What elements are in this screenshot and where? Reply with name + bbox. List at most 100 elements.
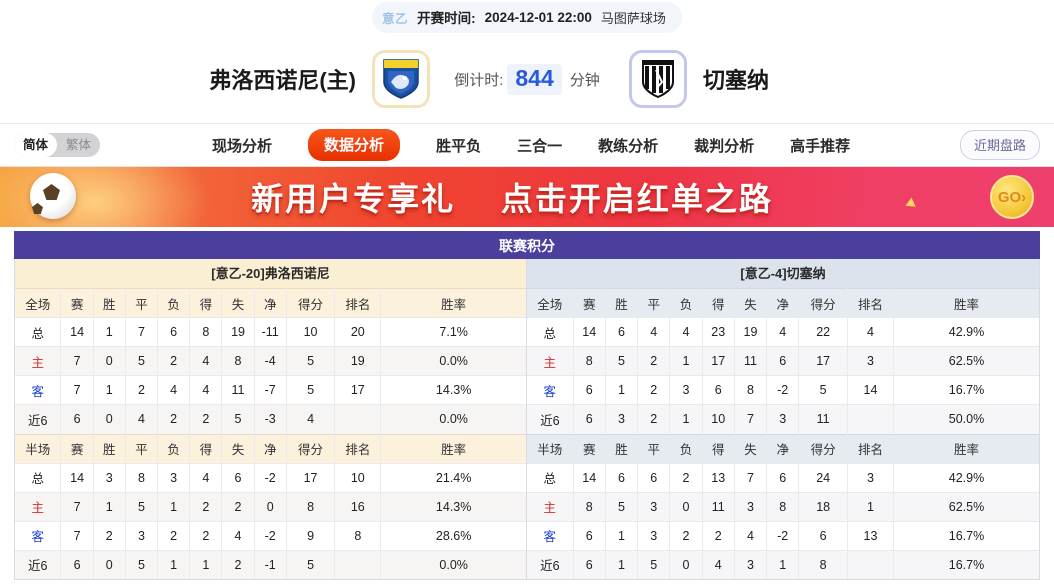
cell-ga: 2 bbox=[221, 491, 255, 521]
cell-winrate: 16.7% bbox=[893, 375, 1039, 405]
home-team-block[interactable]: 弗洛西诺尼(主) bbox=[30, 50, 450, 108]
cell-played: 6 bbox=[573, 404, 606, 434]
cell-ga: 8 bbox=[221, 346, 255, 376]
home-fulltime-table: 全场 赛 胜 平 负 得 失 净 得分 排名 胜率 总 bbox=[15, 288, 526, 434]
col-gf: 得 bbox=[189, 433, 223, 463]
row-label: 客 bbox=[15, 520, 62, 550]
chevron-right-icon: › bbox=[1021, 188, 1027, 206]
cell-draw: 6 bbox=[637, 462, 671, 492]
cell-played: 14 bbox=[60, 317, 94, 347]
cell-winrate: 62.5% bbox=[893, 346, 1039, 376]
cell-gd: 4 bbox=[766, 317, 800, 347]
cell-ga: 19 bbox=[734, 317, 768, 347]
away-team-name: 切塞纳 bbox=[703, 68, 770, 93]
cell-gf: 2 bbox=[189, 520, 223, 550]
cell-draw: 7 bbox=[125, 317, 159, 347]
cell-gd: 8 bbox=[766, 491, 800, 521]
cell-draw: 4 bbox=[125, 404, 159, 434]
col-loss: 负 bbox=[669, 433, 703, 463]
row-label: 主 bbox=[527, 346, 574, 376]
cell-win: 1 bbox=[93, 491, 126, 521]
cell-ga: 11 bbox=[221, 375, 255, 405]
cell-played: 6 bbox=[60, 404, 94, 434]
cell-loss: 2 bbox=[669, 520, 703, 550]
tab-expert-picks[interactable]: 高手推荐 bbox=[790, 137, 851, 155]
cell-ga: 3 bbox=[734, 549, 768, 579]
recent-odds-button[interactable]: 近期盘路 bbox=[959, 130, 1040, 160]
cell-rank: 10 bbox=[334, 462, 382, 492]
promo-go-button[interactable]: GO › bbox=[990, 175, 1034, 219]
table-row: 主 8 5 3 0 11 3 8 18 1 62.5% bbox=[527, 491, 1039, 521]
cell-points: 8 bbox=[286, 491, 336, 521]
cell-win: 2 bbox=[93, 520, 126, 550]
cell-gf: 17 bbox=[702, 346, 735, 376]
away-team-block[interactable]: 切塞纳 bbox=[604, 50, 1024, 108]
tab-data-analysis[interactable]: 数据分析 bbox=[308, 129, 401, 161]
cell-rank: 17 bbox=[334, 375, 382, 405]
cell-rank: 13 bbox=[847, 520, 895, 550]
tab-three-in-one[interactable]: 三合一 bbox=[517, 137, 563, 155]
promo-go-label: GO bbox=[997, 188, 1022, 206]
tab-referee-analysis[interactable]: 裁判分析 bbox=[694, 137, 755, 155]
cell-points: 11 bbox=[798, 404, 848, 434]
cell-gd: -1 bbox=[254, 549, 287, 579]
cell-winrate: 62.5% bbox=[893, 491, 1039, 521]
cell-win: 3 bbox=[605, 404, 639, 434]
cell-win: 6 bbox=[605, 462, 639, 492]
table-row: 总 14 1 7 6 8 19 -11 10 20 7.1% bbox=[15, 317, 526, 347]
col-winrate: 胜率 bbox=[380, 288, 526, 318]
col-loss: 负 bbox=[669, 288, 703, 318]
cell-winrate: 0.0% bbox=[380, 404, 526, 434]
col-points: 得分 bbox=[286, 433, 336, 463]
col-rank: 排名 bbox=[847, 433, 895, 463]
promo-banner[interactable]: 新用户专享礼 点击开启红单之路 GO › bbox=[0, 167, 1054, 227]
cell-win: 1 bbox=[93, 375, 126, 405]
col-loss: 负 bbox=[157, 288, 191, 318]
lang-simplified-option[interactable]: 简体 bbox=[14, 133, 58, 157]
league-tag: 意乙 bbox=[382, 11, 409, 26]
row-label: 客 bbox=[527, 375, 574, 405]
col-scope: 全场 bbox=[15, 288, 62, 318]
promo-text: 新用户专享礼 点击开启红单之路 bbox=[0, 174, 1054, 220]
col-ga: 失 bbox=[734, 288, 768, 318]
table-row: 客 6 1 3 2 2 4 -2 6 13 16.7% bbox=[527, 520, 1039, 550]
row-label: 主 bbox=[15, 346, 62, 376]
lang-traditional-option[interactable]: 繁体 bbox=[66, 138, 92, 152]
tab-win-draw-loss[interactable]: 胜平负 bbox=[436, 137, 482, 155]
tab-coach-analysis[interactable]: 教练分析 bbox=[598, 137, 659, 155]
cell-draw: 2 bbox=[637, 346, 671, 376]
soccer-ball-icon bbox=[30, 173, 76, 219]
cell-ga: 3 bbox=[734, 491, 768, 521]
kickoff-time: 2024-12-01 22:00 bbox=[484, 9, 592, 25]
cell-played: 7 bbox=[60, 375, 94, 405]
tab-live-analysis[interactable]: 现场分析 bbox=[212, 137, 273, 155]
cell-rank: 20 bbox=[334, 317, 382, 347]
row-label: 总 bbox=[15, 462, 62, 492]
cell-loss: 1 bbox=[157, 491, 191, 521]
table-row: 近6 6 3 2 1 10 7 3 11 50.0% bbox=[527, 404, 1039, 434]
cell-loss: 3 bbox=[157, 462, 191, 492]
col-played: 赛 bbox=[573, 433, 606, 463]
cell-win: 1 bbox=[605, 375, 639, 405]
cell-winrate: 16.7% bbox=[893, 549, 1039, 579]
cell-ga: 2 bbox=[221, 549, 255, 579]
cell-gf: 2 bbox=[702, 520, 735, 550]
col-gf: 得 bbox=[702, 433, 735, 463]
cell-gf: 4 bbox=[702, 549, 735, 579]
cell-points: 10 bbox=[286, 317, 336, 347]
cell-win: 1 bbox=[93, 317, 126, 347]
table-row: 主 7 0 5 2 4 8 -4 5 19 0.0% bbox=[15, 346, 526, 376]
cell-played: 14 bbox=[573, 317, 606, 347]
cell-points: 5 bbox=[286, 346, 336, 376]
cell-gf: 1 bbox=[189, 549, 223, 579]
cell-gf: 13 bbox=[702, 462, 735, 492]
cell-rank: 1 bbox=[847, 491, 895, 521]
cell-points: 6 bbox=[798, 520, 848, 550]
language-toggle[interactable]: 简体 繁体 bbox=[14, 133, 101, 157]
cell-loss: 1 bbox=[669, 404, 703, 434]
kickoff-label: 开赛时间: bbox=[417, 11, 476, 26]
team-header: 弗洛西诺尼(主) 倒计时: 844 分钟 bbox=[0, 35, 1054, 123]
cell-ga: 11 bbox=[734, 346, 768, 376]
away-stats-header: [意乙-4]切塞纳 bbox=[527, 259, 1039, 288]
cell-draw: 2 bbox=[125, 375, 159, 405]
